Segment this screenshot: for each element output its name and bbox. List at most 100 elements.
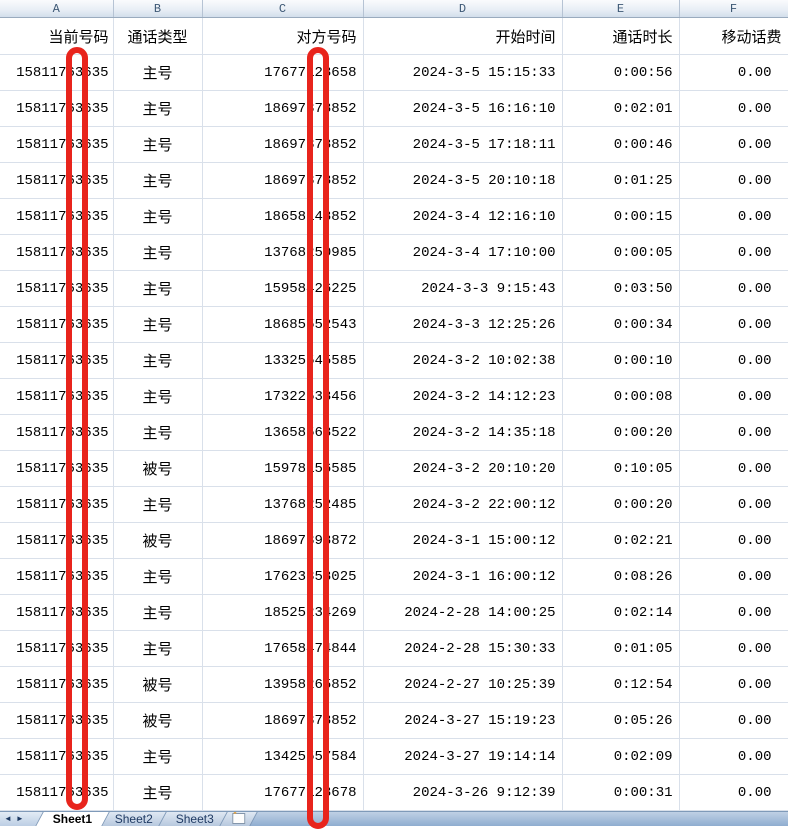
cell-fee[interactable]: 0.00: [679, 198, 788, 235]
cell-other-number[interactable]: 13325545585: [202, 342, 364, 379]
cell-current-number[interactable]: 15811763635: [0, 54, 114, 91]
cell-duration[interactable]: 0:12:54: [562, 666, 680, 703]
cell-other-number[interactable]: 13768252485: [202, 486, 364, 523]
cell-other-number[interactable]: 17677123678: [202, 774, 364, 811]
cell-current-number[interactable]: 15811763635: [0, 738, 114, 775]
cell-fee[interactable]: 0.00: [679, 774, 788, 811]
cell-duration[interactable]: 0:02:09: [562, 738, 680, 775]
cell-fee[interactable]: 0.00: [679, 126, 788, 163]
insert-worksheet-tab[interactable]: *: [219, 812, 259, 826]
cell-start-time[interactable]: 2024-3-5 16:16:10: [363, 90, 563, 127]
cell-duration[interactable]: 0:00:10: [562, 342, 680, 379]
cell-current-number[interactable]: 15811763635: [0, 306, 114, 343]
cell-other-number[interactable]: 13768250985: [202, 234, 364, 271]
header-cell-c[interactable]: 对方号码: [202, 17, 364, 55]
cell-current-number[interactable]: 15811763635: [0, 666, 114, 703]
cell-duration[interactable]: 0:10:05: [562, 450, 680, 487]
cell-duration[interactable]: 0:00:56: [562, 54, 680, 91]
cell-call-type[interactable]: 被号: [113, 702, 203, 739]
cell-current-number[interactable]: 15811763635: [0, 342, 114, 379]
cell-start-time[interactable]: 2024-3-1 16:00:12: [363, 558, 563, 595]
cell-start-time[interactable]: 2024-3-5 20:10:18: [363, 162, 563, 199]
cell-call-type[interactable]: 主号: [113, 342, 203, 379]
cell-current-number[interactable]: 15811763635: [0, 558, 114, 595]
cell-duration[interactable]: 0:00:34: [562, 306, 680, 343]
header-cell-b[interactable]: 通话类型: [113, 17, 203, 55]
cell-other-number[interactable]: 18697378852: [202, 90, 364, 127]
cell-fee[interactable]: 0.00: [679, 630, 788, 667]
cell-start-time[interactable]: 2024-3-4 17:10:00: [363, 234, 563, 271]
cell-current-number[interactable]: 15811763635: [0, 270, 114, 307]
cell-current-number[interactable]: 15811763635: [0, 126, 114, 163]
cell-other-number[interactable]: 15958426225: [202, 270, 364, 307]
cell-duration[interactable]: 0:01:25: [562, 162, 680, 199]
cell-current-number[interactable]: 15811763635: [0, 90, 114, 127]
cell-start-time[interactable]: 2024-3-5 17:18:11: [363, 126, 563, 163]
column-header-f[interactable]: F: [679, 0, 788, 18]
cell-other-number[interactable]: 18685552543: [202, 306, 364, 343]
cell-current-number[interactable]: 15811763635: [0, 774, 114, 811]
cell-other-number[interactable]: 18697378852: [202, 162, 364, 199]
header-cell-e[interactable]: 通话时长: [562, 17, 680, 55]
cell-start-time[interactable]: 2024-3-5 15:15:33: [363, 54, 563, 91]
cell-current-number[interactable]: 15811763635: [0, 450, 114, 487]
cell-fee[interactable]: 0.00: [679, 666, 788, 703]
cell-fee[interactable]: 0.00: [679, 54, 788, 91]
cell-fee[interactable]: 0.00: [679, 378, 788, 415]
cell-start-time[interactable]: 2024-3-27 15:19:23: [363, 702, 563, 739]
cell-start-time[interactable]: 2024-3-4 12:16:10: [363, 198, 563, 235]
cell-fee[interactable]: 0.00: [679, 450, 788, 487]
cell-call-type[interactable]: 主号: [113, 90, 203, 127]
cell-current-number[interactable]: 15811763635: [0, 378, 114, 415]
cell-call-type[interactable]: 主号: [113, 630, 203, 667]
column-header-a[interactable]: A: [0, 0, 114, 18]
header-cell-d[interactable]: 开始时间: [363, 17, 563, 55]
cell-duration[interactable]: 0:08:26: [562, 558, 680, 595]
cell-fee[interactable]: 0.00: [679, 594, 788, 631]
cell-current-number[interactable]: 15811763635: [0, 630, 114, 667]
cell-fee[interactable]: 0.00: [679, 234, 788, 271]
cell-other-number[interactable]: 18525234269: [202, 594, 364, 631]
cell-call-type[interactable]: 主号: [113, 558, 203, 595]
cell-start-time[interactable]: 2024-3-1 15:00:12: [363, 522, 563, 559]
cell-fee[interactable]: 0.00: [679, 486, 788, 523]
cell-start-time[interactable]: 2024-3-3 12:25:26: [363, 306, 563, 343]
cell-start-time[interactable]: 2024-2-28 15:30:33: [363, 630, 563, 667]
cell-current-number[interactable]: 15811763635: [0, 162, 114, 199]
cell-call-type[interactable]: 被号: [113, 450, 203, 487]
cell-current-number[interactable]: 15811763635: [0, 522, 114, 559]
cell-duration[interactable]: 0:03:50: [562, 270, 680, 307]
cell-other-number[interactable]: 18658148852: [202, 198, 364, 235]
cell-other-number[interactable]: 13958265852: [202, 666, 364, 703]
cell-other-number[interactable]: 18697378852: [202, 126, 364, 163]
cell-other-number[interactable]: 17623358025: [202, 558, 364, 595]
cell-other-number[interactable]: 18697378852: [202, 702, 364, 739]
cell-other-number[interactable]: 17658474844: [202, 630, 364, 667]
cell-call-type[interactable]: 主号: [113, 270, 203, 307]
cell-call-type[interactable]: 主号: [113, 378, 203, 415]
cell-duration[interactable]: 0:00:20: [562, 414, 680, 451]
column-header-d[interactable]: D: [363, 0, 563, 18]
cell-duration[interactable]: 0:02:01: [562, 90, 680, 127]
cell-fee[interactable]: 0.00: [679, 342, 788, 379]
header-cell-a[interactable]: 当前号码: [0, 17, 114, 55]
cell-other-number[interactable]: 17677123658: [202, 54, 364, 91]
sheet-nav-prev-icon[interactable]: ◄: [4, 814, 12, 823]
sheet-nav-next-icon[interactable]: ►: [15, 814, 24, 823]
column-header-c[interactable]: C: [202, 0, 364, 18]
cell-other-number[interactable]: 18697398872: [202, 522, 364, 559]
cell-call-type[interactable]: 主号: [113, 162, 203, 199]
cell-duration[interactable]: 0:02:14: [562, 594, 680, 631]
cell-duration[interactable]: 0:00:05: [562, 234, 680, 271]
cell-start-time[interactable]: 2024-3-2 10:02:38: [363, 342, 563, 379]
cell-fee[interactable]: 0.00: [679, 414, 788, 451]
cell-call-type[interactable]: 主号: [113, 198, 203, 235]
column-header-b[interactable]: B: [113, 0, 203, 18]
cell-fee[interactable]: 0.00: [679, 306, 788, 343]
cell-call-type[interactable]: 主号: [113, 306, 203, 343]
cell-duration[interactable]: 0:01:05: [562, 630, 680, 667]
cell-fee[interactable]: 0.00: [679, 702, 788, 739]
column-header-e[interactable]: E: [562, 0, 680, 18]
cell-fee[interactable]: 0.00: [679, 90, 788, 127]
cell-call-type[interactable]: 主号: [113, 54, 203, 91]
